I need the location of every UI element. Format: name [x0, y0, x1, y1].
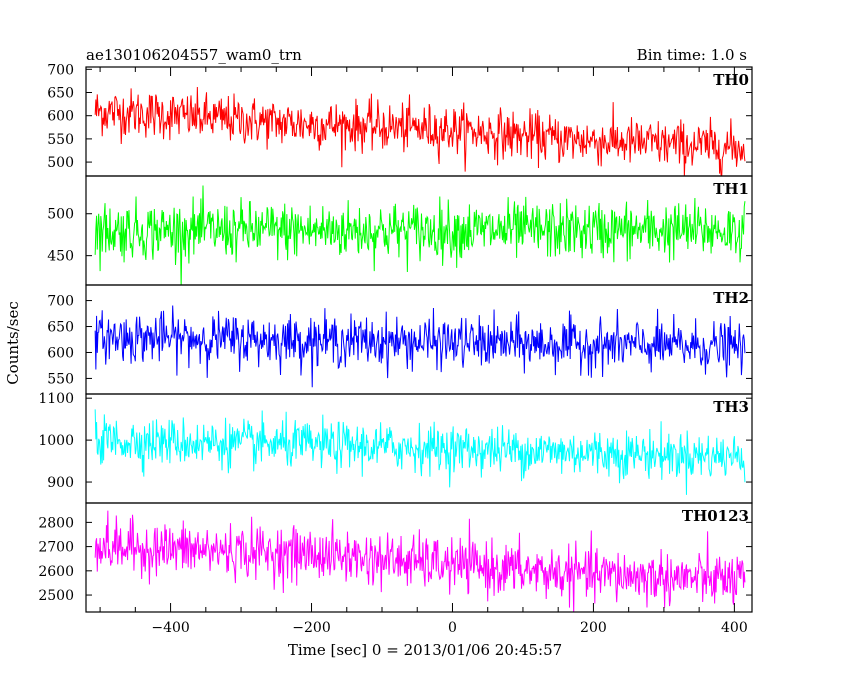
panel-label-th0123: TH0123	[682, 507, 749, 525]
y-tick-label: 1100	[38, 391, 74, 407]
panel-th2: 550 600 650 700 TH2	[47, 284, 753, 395]
y-tick-label: 550	[47, 132, 74, 148]
y-tick-label: 2700	[38, 540, 74, 556]
x-axis-label: Time [sec] 0 = 2013/01/06 20:45:57	[288, 641, 562, 659]
y-tick-label: 700	[47, 62, 74, 78]
x-tick-label: 200	[580, 620, 607, 636]
y-tick-label: 700	[47, 294, 74, 310]
y-tick-label: 2800	[38, 515, 74, 531]
y-tick-label: 450	[47, 249, 74, 265]
bin-time-label: Bin time: 1.0 s	[637, 46, 747, 64]
series-th3-line	[94, 409, 746, 495]
panels-group: 500 550 600 650 700 TH0 450 500 TH1 550 600 650 700 T…	[38, 62, 753, 613]
y-tick-label: 900	[47, 475, 74, 491]
panel-label-th2: TH2	[713, 289, 749, 307]
x-axis: −400 −200 0 200 400	[99, 67, 748, 636]
series-th2-line	[94, 305, 746, 388]
y-tick-label: 600	[47, 345, 74, 361]
y-tick-label: 650	[47, 320, 74, 336]
y-axis-label: Counts/sec	[4, 301, 22, 385]
y-tick-label: 550	[47, 371, 74, 387]
y-tick-label: 650	[47, 86, 74, 102]
panel-th0: 500 550 600 650 700 TH0	[47, 62, 753, 177]
panel-label-th3: TH3	[713, 398, 749, 416]
panel-th0123: 2500 2600 2700 2800 TH0123	[38, 502, 753, 613]
series-th0123-line	[94, 510, 746, 612]
y-tick-label: 500	[47, 155, 74, 171]
chart-title: ae130106204557_wam0_trn	[86, 46, 302, 64]
y-tick-label: 2500	[38, 588, 74, 604]
series-th0-line	[94, 87, 746, 176]
panel-label-th0: TH0	[713, 71, 749, 89]
y-tick-label: 1000	[38, 433, 74, 449]
y-tick-label: 500	[47, 207, 74, 223]
series-th1-line	[94, 185, 746, 285]
x-tick-label: −400	[151, 620, 189, 636]
y-tick-label: 600	[47, 109, 74, 125]
x-tick-label: 0	[448, 620, 457, 636]
x-tick-label: −200	[292, 620, 330, 636]
panel-frame	[85, 502, 753, 613]
y-tick-label: 2600	[38, 564, 74, 580]
x-tick-label: 400	[721, 620, 748, 636]
panel-label-th1: TH1	[713, 180, 749, 198]
